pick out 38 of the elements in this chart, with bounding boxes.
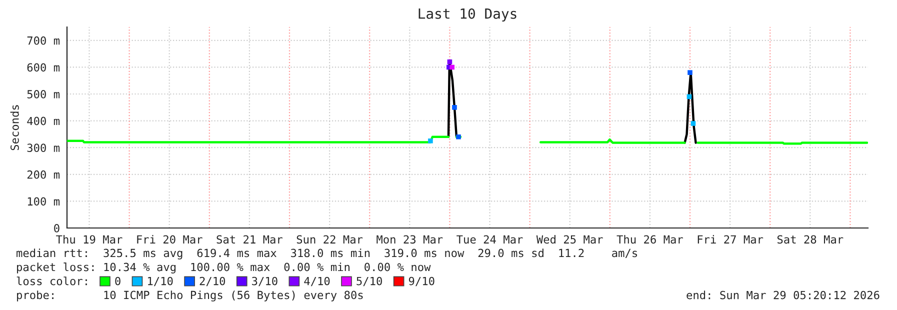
point <box>428 138 433 144</box>
legend-title: loss color: <box>16 276 87 286</box>
legend-label: 1/10 <box>148 276 173 286</box>
chart-title: Last 10 Days <box>418 8 516 22</box>
text: median rtt: 325.5 ms avg 619.4 ms max 318.0 ms min 319.0 ms now 29.0 ms sd 11.2 am/s <box>16 248 638 260</box>
x-tick-label: Mon 23 Mar <box>376 235 443 244</box>
point <box>452 104 457 110</box>
x-tick-label: Fri 27 Mar <box>698 235 764 244</box>
x-tick-label: Thu 19 Mar <box>56 235 122 244</box>
y-tick-label: 600 m <box>27 63 60 72</box>
text: end: Sun Mar 29 05:20:12 2026 <box>686 290 880 300</box>
x-tick-label: Thu 26 Mar <box>616 235 683 244</box>
x-tick-label: Sat 28 Mar <box>777 235 844 244</box>
x-tick-label: Fri 20 Mar <box>137 235 202 244</box>
text: packet loss: 10.34 % avg 100.00 % max 0.00 % min 0.00 % now <box>17 262 431 274</box>
y-axis-title: Seconds <box>10 105 19 150</box>
x-tick-label: Sat 21 Mar <box>216 235 282 244</box>
y-tick-label: 700 m <box>27 36 60 45</box>
y-tick-label: 300 m <box>27 144 60 152</box>
legend-label: 5/10 <box>356 276 382 286</box>
point <box>450 64 454 70</box>
y-tick-label: 400 m <box>27 116 60 126</box>
x-tick-label: Wed 25 Mar <box>536 235 603 244</box>
x-tick-label: Tue 24 Mar <box>456 235 523 244</box>
x-tick-label: Sun 22 Mar <box>296 235 363 244</box>
legend-label: 3/10 <box>252 276 278 286</box>
y-tick-label: 100 m <box>28 197 60 206</box>
legend-label: 9/10 <box>408 276 434 286</box>
legend-label: 2/10 <box>200 276 226 286</box>
y-tick-label: 500 m <box>27 90 60 98</box>
y-tick-label: 0 <box>54 224 60 232</box>
y-tick-label: 200 m <box>27 170 60 179</box>
point <box>688 70 692 75</box>
text: probe: 10 ICMP Echo Pings (56 Bytes) every 80s <box>17 290 363 302</box>
legend-label: 4/10 <box>304 276 330 286</box>
point <box>690 121 696 126</box>
legend-label: 0 <box>115 276 120 286</box>
point <box>456 134 461 140</box>
